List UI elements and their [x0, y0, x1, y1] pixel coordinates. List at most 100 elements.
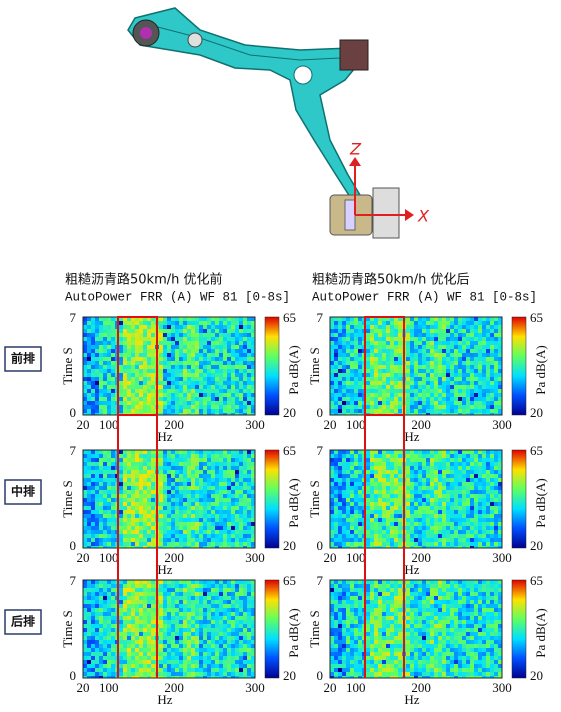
spectrogram-cell [442, 462, 446, 466]
spectrogram-cell [215, 542, 219, 546]
spectrogram-cell [175, 482, 179, 486]
spectrogram-cell [406, 401, 410, 405]
spectrogram-cell [131, 373, 135, 377]
spectrogram-cell [223, 474, 227, 478]
spectrogram-cell [131, 357, 135, 361]
spectrogram-cell [207, 458, 211, 462]
spectrogram-cell [95, 486, 99, 490]
spectrogram-cell [179, 644, 183, 648]
spectrogram-cell [183, 494, 187, 498]
spectrogram-cell [159, 604, 163, 608]
spectrogram-cell [386, 317, 390, 321]
spectrogram-cell [95, 632, 99, 636]
spectrogram-cell [207, 454, 211, 458]
spectrogram-cell [199, 482, 203, 486]
spectrogram-cell [87, 616, 91, 620]
spectrogram-cell [203, 526, 207, 530]
spectrogram-cell [498, 357, 502, 361]
spectrogram-cell [378, 337, 382, 341]
spectrogram-cell [211, 612, 215, 616]
spectrogram-cell [442, 458, 446, 462]
spectrogram-cell [418, 450, 422, 454]
spectrogram-cell [151, 620, 155, 624]
spectrogram-cell [231, 676, 235, 678]
spectrogram-cell [199, 341, 203, 345]
spectrogram-cell [486, 401, 490, 405]
spectrogram-cell [219, 385, 223, 389]
spectrogram-cell [243, 490, 247, 494]
spectrogram-cell [171, 648, 175, 652]
spectrogram-cell [87, 377, 91, 381]
spectrogram-cell [243, 604, 247, 608]
spectrogram-cell [382, 405, 386, 409]
spectrogram-cell [243, 636, 247, 640]
spectrogram-cell [203, 317, 207, 321]
spectrogram-cell [227, 486, 231, 490]
spectrogram-cell [442, 365, 446, 369]
spectrogram-cell [382, 494, 386, 498]
spectrogram-cell [187, 644, 191, 648]
spectrogram-cell [131, 624, 135, 628]
spectrogram-cell [123, 522, 127, 526]
spectrogram-cell [183, 612, 187, 616]
spectrogram-cell [191, 628, 195, 632]
colorbar-tick-label: 20 [283, 405, 296, 420]
spectrogram-cell [195, 373, 199, 377]
spectrogram-cell [83, 502, 87, 506]
spectrogram-cell [243, 486, 247, 490]
spectrogram-cell [99, 584, 103, 588]
spectrogram-cell [147, 458, 151, 462]
spectrogram-cell [350, 409, 354, 413]
spectrogram-cell [458, 502, 462, 506]
spectrogram-cell [227, 369, 231, 373]
spectrogram-cell [251, 506, 255, 510]
spectrogram-cell [350, 329, 354, 333]
spectrogram-cell [207, 333, 211, 337]
spectrogram-cell [195, 616, 199, 620]
spectrogram-cell [370, 494, 374, 498]
spectrogram-cell [434, 494, 438, 498]
spectrogram-cell [406, 329, 410, 333]
spectrogram-cell [163, 660, 167, 664]
spectrogram-cell [139, 530, 143, 534]
spectrogram-cell [235, 466, 239, 470]
spectrogram-cell [199, 584, 203, 588]
spectrogram-cell [251, 604, 255, 608]
spectrogram-cell [474, 341, 478, 345]
spectrogram-cell [199, 636, 203, 640]
spectrogram-cell [382, 506, 386, 510]
spectrogram-cell [438, 466, 442, 470]
spectrogram-cell [446, 401, 450, 405]
spectrogram-cell [187, 538, 191, 542]
spectrogram-cell [410, 466, 414, 470]
spectrogram-cell [486, 466, 490, 470]
spectrogram-cell [143, 530, 147, 534]
spectrogram-cell [219, 608, 223, 612]
spectrogram-cell [139, 385, 143, 389]
spectrogram-cell [458, 333, 462, 337]
spectrogram-cell [151, 317, 155, 321]
spectrogram-cell [442, 450, 446, 454]
spectrogram-cell [494, 333, 498, 337]
spectrogram-cell [434, 377, 438, 381]
spectrogram-cell [119, 664, 123, 668]
spectrogram-cell [219, 656, 223, 660]
spectrogram-cell [119, 588, 123, 592]
spectrogram-cell [195, 450, 199, 454]
spectrogram-cell [183, 470, 187, 474]
spectrogram-cell [183, 530, 187, 534]
spectrogram-cell [398, 498, 402, 502]
spectrogram-cell [183, 345, 187, 349]
spectrogram-cell [366, 361, 370, 365]
spectrogram-cell [111, 393, 115, 397]
spectrogram-cell [183, 454, 187, 458]
spectrogram-cell [103, 588, 107, 592]
spectrogram-cell [370, 393, 374, 397]
spectrogram-cell [207, 361, 211, 365]
spectrogram-cell [91, 361, 95, 365]
spectrogram-cell [334, 353, 338, 357]
spectrogram-cell [478, 450, 482, 454]
spectrogram-cell [378, 486, 382, 490]
spectrogram-cell [199, 321, 203, 325]
spectrogram-cell [358, 470, 362, 474]
